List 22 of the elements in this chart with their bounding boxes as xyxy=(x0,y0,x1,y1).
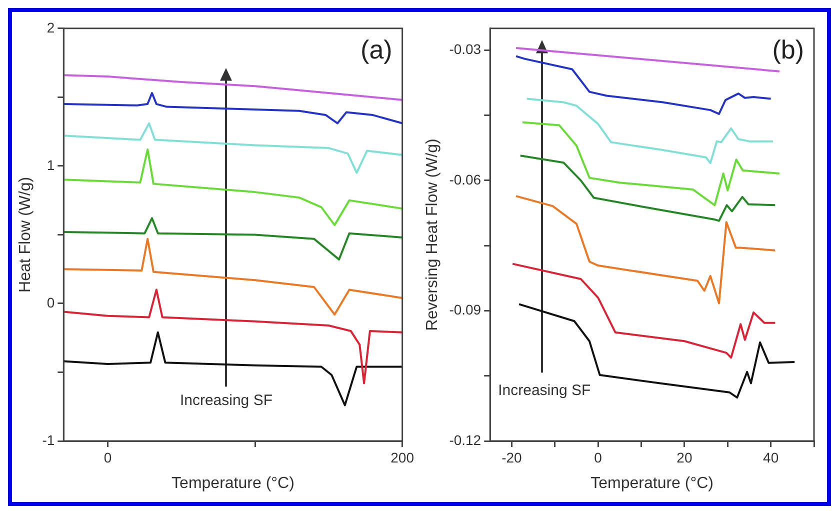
x-tick-label: -20 xyxy=(502,449,522,466)
y-tick-label: -0.03 xyxy=(449,40,482,57)
x-tick-label: 200 xyxy=(390,449,414,466)
x-tick-label: 20 xyxy=(676,449,692,466)
y-tick-label: 2 xyxy=(46,19,55,36)
y-tick-label: -0.06 xyxy=(449,171,482,188)
x-axis-title: Temperature (°C) xyxy=(590,474,714,492)
chart-title: (b) xyxy=(772,34,804,65)
x-axis-title: Temperature (°C) xyxy=(172,474,294,492)
y-tick-label: -0.12 xyxy=(449,432,482,448)
annotation: Increasing SF xyxy=(498,382,591,400)
y-tick-label: 0 xyxy=(46,294,55,310)
x-tick-label: 40 xyxy=(763,449,779,466)
x-tick-label: 0 xyxy=(104,449,112,466)
annotation: Increasing SF xyxy=(180,392,272,410)
chart-title: (a) xyxy=(360,34,392,65)
x-tick-label: 0 xyxy=(594,449,602,466)
y-tick-label: -0.09 xyxy=(449,302,482,318)
y-tick-label: -1 xyxy=(42,432,55,448)
y-tick-label: 1 xyxy=(46,156,55,173)
y-axis-title: Reversing Heat Flow (W/g) xyxy=(424,138,442,331)
y-axis-title: Heat Flow (W/g) xyxy=(17,176,34,292)
